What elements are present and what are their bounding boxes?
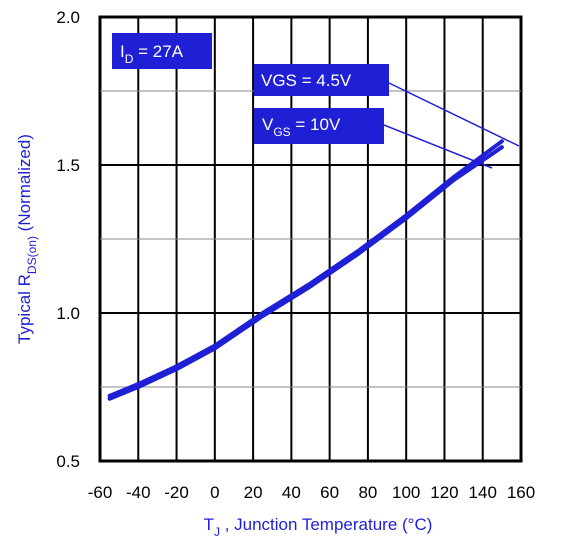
x-axis-title-main: T: [204, 515, 214, 534]
y-tick-label: 2.0: [56, 8, 80, 27]
annotation-vgs10-rest: = 10V: [291, 115, 341, 134]
x-tick-label: -40: [126, 483, 151, 502]
y-tick-label: 0.5: [56, 452, 80, 471]
y-axis-title-sub: DS(on): [25, 236, 39, 274]
annotation-vgs10-leader: [383, 124, 493, 169]
x-tick-label: 80: [358, 483, 377, 502]
curves: [107, 139, 504, 401]
annotation-id-rest: = 27A: [133, 42, 183, 61]
annotation-vgs45: VGS = 4.5V: [254, 64, 520, 147]
annotation-vgs45-label: VGS = 4.5V: [261, 71, 352, 90]
x-tick-label: 120: [430, 483, 458, 502]
x-tick-label: 0: [210, 483, 219, 502]
annotation-vgs10-sub: GS: [273, 125, 290, 139]
x-tick-label: 160: [507, 483, 535, 502]
y-tick-label: 1.0: [56, 304, 80, 323]
series-line-0: [107, 139, 504, 398]
svg-text:VGS = 10V: VGS = 10V: [262, 115, 341, 139]
x-tick-label: 60: [320, 483, 339, 502]
x-axis-title: TJ , Junction Temperature (°C): [204, 515, 433, 539]
x-axis-title-sub: J: [214, 525, 220, 539]
x-tick-label: -20: [164, 483, 189, 502]
series-line-1: [107, 145, 504, 401]
x-tick-label: 140: [469, 483, 497, 502]
annotation-id-bg: [112, 33, 212, 69]
y-axis-title: Typical RDS(on) (Normalized): [15, 134, 39, 344]
y-axis-title-main: Typical R: [15, 274, 34, 344]
y-tick-label: 1.5: [56, 156, 80, 175]
annotation-vgs10-bg: [254, 108, 384, 144]
x-axis-title-rest: , Junction Temperature (°C): [220, 515, 432, 534]
x-tick-label: 20: [244, 483, 263, 502]
svg-text:ID = 27A: ID = 27A: [120, 42, 184, 66]
annotation-vgs45-bg: [254, 64, 389, 96]
x-tick-label: -60: [88, 483, 113, 502]
annotation-id-sub: D: [125, 52, 134, 66]
annotation-id: ID = 27A: [112, 33, 212, 69]
tick-labels: -60 -40 -20 0 20 40 60 80 100 120 140 160 0.5 1.0 1.5 2…: [56, 8, 535, 502]
x-tick-label: 40: [282, 483, 301, 502]
annotation-vgs10: VGS = 10V: [254, 108, 493, 169]
y-axis-title-rest: (Normalized): [15, 134, 34, 236]
annotation-vgs10-main: V: [262, 115, 274, 134]
x-tick-label: 100: [392, 483, 420, 502]
annotation-vgs45-leader: [388, 82, 520, 147]
annotation-id-main: I: [120, 42, 125, 61]
